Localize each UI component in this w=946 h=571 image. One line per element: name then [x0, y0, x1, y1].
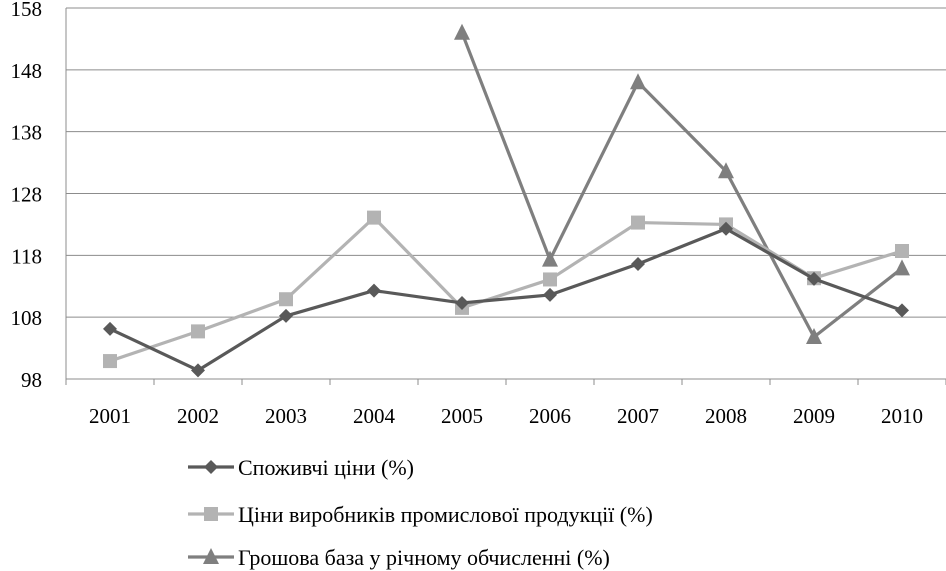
data-point [630, 73, 646, 90]
x-tick-label: 2008 [705, 404, 747, 428]
legend-item: Грошова база у річному обчисленні (%) [188, 545, 610, 570]
data-point [631, 256, 645, 271]
series-2 [454, 23, 910, 344]
x-tick-label: 2009 [793, 404, 835, 428]
legend-item: Ціни виробників промислової продукції (%… [188, 502, 653, 527]
x-tick-label: 2010 [881, 404, 923, 428]
data-point [894, 259, 910, 276]
x-tick-label: 2003 [265, 404, 307, 428]
gridlines [66, 7, 946, 318]
y-tick-label: 128 [11, 183, 43, 207]
legend-label: Грошова база у річному обчисленні (%) [238, 545, 610, 570]
legend-swatch-marker [204, 460, 218, 474]
series-line [109, 216, 903, 363]
legend-swatch-marker [203, 548, 219, 564]
data-point [718, 162, 734, 179]
data-point [542, 250, 558, 267]
data-point [279, 308, 293, 323]
series-0 [103, 221, 909, 378]
data-point [367, 210, 381, 225]
data-point [279, 292, 293, 307]
legend-label: Ціни виробників промислової продукції (%… [238, 502, 653, 527]
data-point [806, 327, 822, 344]
series-line [109, 227, 903, 372]
data-point [543, 272, 557, 287]
data-point [455, 295, 469, 310]
x-tick-label: 2006 [529, 404, 571, 428]
series-lines [103, 23, 910, 378]
y-tick-label: 98 [21, 368, 42, 392]
y-tick-label: 158 [11, 0, 43, 21]
data-point [103, 321, 117, 336]
legend-swatch-marker [204, 507, 218, 521]
x-tick-label: 2001 [89, 404, 131, 428]
data-point [454, 23, 470, 40]
data-point [191, 363, 205, 378]
data-point [367, 283, 381, 298]
data-point [631, 215, 645, 230]
y-tick-label: 108 [11, 306, 43, 330]
x-tick-label: 2007 [617, 404, 659, 428]
tick-labels: 98 108 118 128 138 148 158 2001 2002 2003 2004 2005… [11, 0, 924, 428]
x-tick-label: 2002 [177, 404, 219, 428]
x-tick-label: 2004 [353, 404, 396, 428]
data-point [719, 221, 733, 236]
legend: Споживчі ціни (%) Ціни виробників промисл… [188, 455, 653, 570]
x-tick-label: 2005 [441, 404, 483, 428]
y-tick-label: 118 [11, 244, 42, 268]
axes [65, 8, 946, 385]
y-tick-label: 148 [11, 59, 43, 83]
data-point [807, 271, 821, 286]
data-point [895, 303, 909, 318]
data-point [103, 354, 117, 369]
series-line [460, 32, 903, 339]
y-tick-label: 138 [11, 121, 43, 145]
data-point [191, 324, 205, 339]
legend-item: Споживчі ціни (%) [188, 455, 414, 480]
data-point [543, 287, 557, 302]
data-point [895, 244, 909, 259]
legend-label: Споживчі ціни (%) [238, 455, 414, 480]
